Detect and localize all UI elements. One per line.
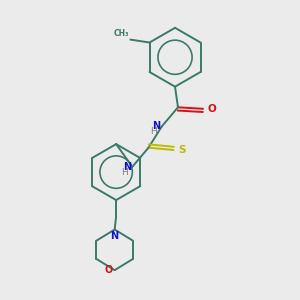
Text: O: O: [207, 104, 216, 114]
Text: H: H: [121, 168, 128, 177]
Text: H: H: [150, 127, 157, 136]
Text: O: O: [104, 265, 112, 275]
Text: CH₃: CH₃: [113, 29, 129, 38]
Text: S: S: [178, 145, 185, 155]
Text: N: N: [111, 231, 119, 241]
Text: N: N: [152, 122, 160, 131]
Text: N: N: [123, 162, 131, 172]
